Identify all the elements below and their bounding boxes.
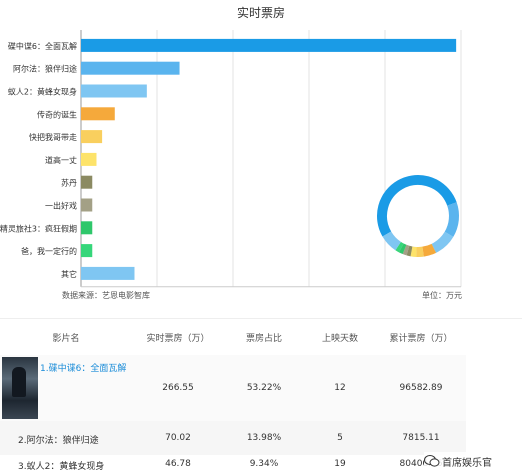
- category-label: 传奇的诞生: [37, 109, 77, 119]
- film-name-link[interactable]: 2.阿尔法：狼伴归途: [18, 436, 99, 446]
- movie-poster-image: [2, 357, 38, 419]
- category-label: 苏丹: [61, 178, 77, 188]
- film-name-link[interactable]: 1.碟中谍6：全面瓦解: [40, 364, 127, 374]
- category-label: 其它: [61, 269, 77, 279]
- days-value: 19: [334, 459, 346, 469]
- table-row[interactable]: 2.阿尔法：狼伴归途 70.02 13.98% 5 7815.11: [0, 421, 466, 455]
- box-ratio-value: 53.22%: [246, 383, 282, 393]
- bar-8: [81, 198, 93, 212]
- header-realtime-box: 实时票房（万）: [146, 334, 210, 344]
- source-row: 数据来源：艺恩电影智库 单位：万元: [62, 290, 462, 304]
- total-box-value: 80406.76: [399, 459, 443, 469]
- box-ratio-value: 13.98%: [246, 433, 282, 443]
- total-box-value: 7815.11: [402, 433, 440, 443]
- category-label: 蚁人2：黄蜂女现身: [8, 87, 77, 97]
- watermark: 首席娱乐官: [424, 452, 522, 472]
- bar-10: [81, 244, 93, 258]
- days-value: 5: [337, 433, 343, 443]
- category-label: 碟中谍6：全面瓦解: [8, 41, 77, 51]
- donut-slice-11: [377, 175, 459, 257]
- header-film-name: 影片名: [52, 334, 80, 344]
- realtime-box-value: 266.55: [162, 383, 194, 393]
- category-label: 阿尔法：狼伴归途: [13, 64, 77, 74]
- table-row[interactable]: 1.碟中谍6：全面瓦解 266.55 53.22% 12 96582.89: [0, 355, 466, 421]
- box-ratio-value: 9.34%: [249, 459, 279, 469]
- data-source-text: 数据来源：艺恩电影智库: [62, 291, 150, 300]
- category-label: 精灵旅社3：疯狂假期: [0, 223, 77, 233]
- bar-2: [81, 61, 180, 75]
- bar-3: [81, 84, 147, 98]
- total-box-value: 96582.89: [399, 383, 443, 393]
- bar-5: [81, 130, 103, 144]
- bar-6: [81, 152, 97, 166]
- realtime-box-value: 70.02: [165, 433, 191, 443]
- header-box-ratio: 票房占比: [245, 334, 282, 344]
- unit-text: 单位：万元: [422, 291, 462, 300]
- bar-1: [81, 38, 457, 52]
- header-total-box: 累计票房（万）: [389, 334, 453, 344]
- table-row[interactable]: 3.蚁人2：黄蜂女现身 46.78 9.34% 19 80406.76: [0, 455, 466, 476]
- category-label: 快把我哥带走: [29, 132, 77, 142]
- table-header-row: 影片名 实时票房（万） 票房占比 上映天数 累计票房（万）: [0, 331, 466, 351]
- days-value: 12: [334, 383, 346, 393]
- bar-9: [81, 221, 93, 235]
- film-name-link[interactable]: 3.蚁人2：黄蜂女现身: [18, 462, 105, 472]
- bar-4: [81, 107, 115, 121]
- header-days: 上映天数: [321, 334, 358, 344]
- wechat-icon: [424, 455, 440, 467]
- chart-title: 实时票房: [236, 6, 285, 20]
- realtime-box-value: 46.78: [165, 459, 191, 469]
- category-label: 道高一丈: [45, 155, 77, 165]
- poster-figure: [12, 367, 26, 397]
- watermark-text: 首席娱乐官: [442, 458, 492, 469]
- box-office-chart-panel: 实时票房 054108162216270碟中谍6：全面瓦解阿尔法：狼伴归途蚁人2…: [0, 6, 462, 304]
- category-label: 一出好戏: [45, 201, 77, 211]
- bar-7: [81, 175, 93, 189]
- bar-chart: 054108162216270碟中谍6：全面瓦解阿尔法：狼伴归途蚁人2：黄蜂女现…: [0, 30, 462, 288]
- bar-11: [81, 266, 135, 280]
- box-office-table: 影片名 实时票房（万） 票房占比 上映天数 累计票房（万） 1.碟中谍6：全面瓦…: [0, 318, 522, 476]
- category-label: 爸，我一定行的: [21, 246, 77, 256]
- donut-slice-3: [377, 175, 459, 257]
